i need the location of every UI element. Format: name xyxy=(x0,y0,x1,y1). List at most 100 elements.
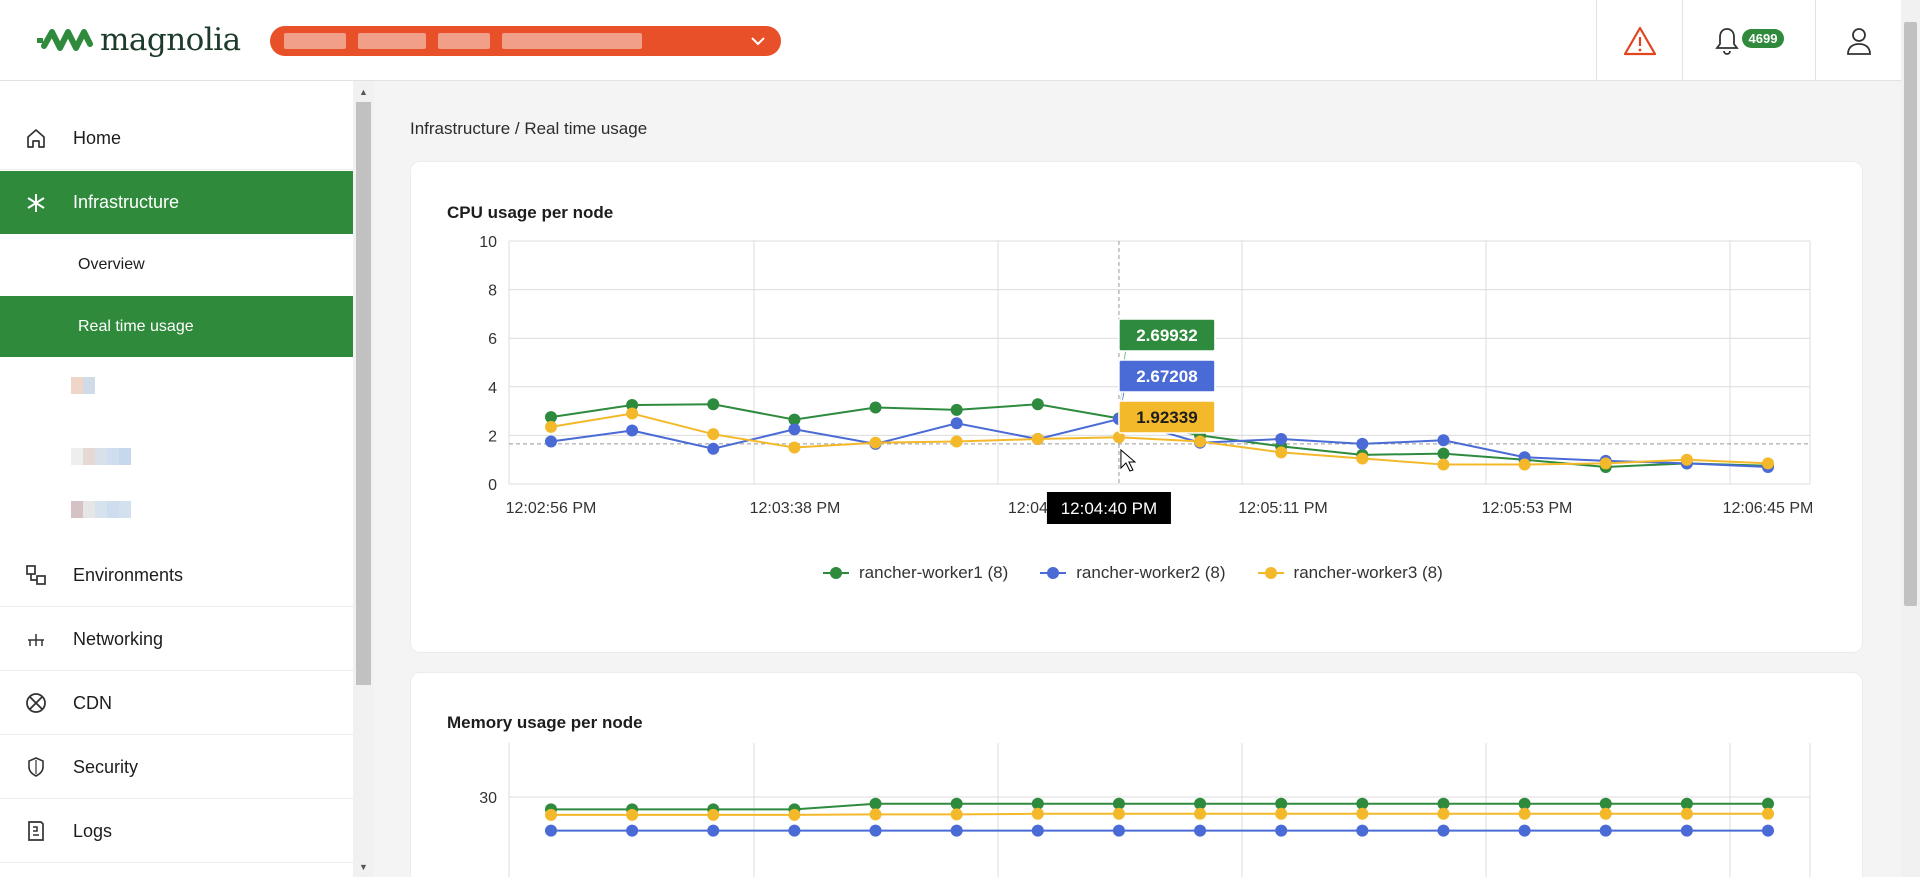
sidebar-subitem-real-time-usage[interactable]: Real time usage xyxy=(0,296,353,357)
data-point xyxy=(1437,458,1450,471)
tooltip-text: 2.69932 xyxy=(1136,326,1197,345)
data-point xyxy=(1762,824,1774,837)
data-point xyxy=(545,808,557,821)
legend-item-worker3[interactable]: rancher-worker3 (8) xyxy=(1256,563,1443,583)
cpu-usage-card: CPU usage per node 0 2 4 6 8 10 12:02:56 PM 12:… xyxy=(410,161,1863,653)
y-tick-label: 8 xyxy=(488,283,497,300)
page-scrollbar-thumb[interactable] xyxy=(1904,22,1917,606)
data-point xyxy=(1599,457,1612,470)
data-point xyxy=(1275,807,1288,820)
sidebar-subitem-redacted[interactable] xyxy=(71,448,131,465)
data-point xyxy=(1518,797,1531,810)
home-icon xyxy=(27,129,45,148)
sidebar-item-label: Logs xyxy=(73,820,113,841)
data-point xyxy=(1680,807,1693,820)
tooltip-value-2: 2.67208 xyxy=(1118,359,1216,420)
sidebar-item-infrastructure[interactable]: Infrastructure xyxy=(0,171,353,234)
data-point xyxy=(788,423,801,436)
data-point xyxy=(869,824,882,837)
tooltip-box xyxy=(1118,359,1216,393)
data-point xyxy=(788,413,801,426)
legend-label: rancher-worker1 (8) xyxy=(859,563,1009,582)
legend-item-worker2[interactable]: rancher-worker2 (8) xyxy=(1038,563,1226,583)
data-point xyxy=(1112,824,1125,837)
magnolia-logo-icon xyxy=(37,29,93,51)
sidebar-subitem-redacted[interactable] xyxy=(71,377,95,394)
sidebar-item-environments[interactable]: Environments xyxy=(0,544,353,607)
asterisk-icon xyxy=(27,193,45,212)
x-tick-label: 12:03:38 PM xyxy=(750,500,841,517)
logs-icon xyxy=(28,821,44,841)
sidebar-scrollbar-thumb[interactable] xyxy=(356,102,371,685)
data-point xyxy=(1194,824,1207,837)
data-point xyxy=(1031,824,1044,837)
data-point xyxy=(950,797,963,810)
data-point xyxy=(788,441,801,454)
legend-item-worker1[interactable]: rancher-worker1 (8) xyxy=(821,563,1008,583)
cpu-card-title: CPU usage per node xyxy=(447,203,614,222)
legend-label: rancher-worker2 (8) xyxy=(1076,563,1226,582)
tooltip-time-text: 12:04:40 PM xyxy=(1061,499,1157,518)
chevron-down-icon xyxy=(751,37,765,46)
data-point xyxy=(1112,797,1125,810)
environment-name-redacted xyxy=(284,33,642,49)
data-point xyxy=(1275,446,1288,459)
user-menu-button[interactable] xyxy=(1815,0,1901,81)
data-point xyxy=(1762,807,1774,820)
sidebar-item-logs[interactable]: Logs xyxy=(0,800,353,863)
y-tick-label: 30 xyxy=(479,790,497,807)
magnolia-logo[interactable]: magnolia xyxy=(34,22,241,58)
data-point xyxy=(1680,453,1693,466)
data-point xyxy=(545,435,557,448)
data-point xyxy=(869,436,882,449)
data-point xyxy=(545,420,557,433)
notifications-button[interactable]: 4699 xyxy=(1682,0,1815,81)
sidebar-subitem-overview[interactable]: Overview xyxy=(0,234,353,295)
sidebar-item-cdn[interactable]: CDN xyxy=(0,672,353,735)
warning-icon xyxy=(1623,26,1656,55)
scroll-down-arrow-icon[interactable]: ▼ xyxy=(359,862,368,872)
tooltip-text: 1.92339 xyxy=(1136,408,1197,427)
notification-count-badge: 4699 xyxy=(1741,29,1785,48)
data-point xyxy=(1031,797,1044,810)
data-point xyxy=(1437,434,1450,447)
data-point xyxy=(1031,807,1044,820)
network-icon xyxy=(28,634,44,646)
y-tick-label: 6 xyxy=(488,331,497,348)
data-point xyxy=(1356,807,1369,820)
legend-label: rancher-worker3 (8) xyxy=(1293,563,1443,582)
y-tick-label: 4 xyxy=(488,380,497,397)
bell-icon xyxy=(1714,27,1739,55)
data-point xyxy=(707,442,720,455)
data-point xyxy=(1194,435,1207,448)
sidebar-item-networking[interactable]: Networking xyxy=(0,608,353,671)
data-point xyxy=(707,398,720,411)
data-point xyxy=(1762,797,1774,810)
tooltip-box xyxy=(1118,400,1216,434)
data-point xyxy=(1599,797,1612,810)
memory-usage-chart[interactable]: 30 xyxy=(411,743,1864,877)
data-point xyxy=(707,428,720,441)
sidebar-subitem-redacted[interactable] xyxy=(71,501,131,518)
data-point xyxy=(1356,824,1369,837)
data-point xyxy=(788,808,801,821)
sidebar-item-security[interactable]: Security xyxy=(0,736,353,799)
alerts-button[interactable] xyxy=(1596,0,1682,81)
data-point xyxy=(707,824,720,837)
data-point xyxy=(1599,824,1612,837)
data-point xyxy=(869,401,882,414)
memory-card-title: Memory usage per node xyxy=(447,713,643,732)
legend-marker xyxy=(823,567,849,579)
data-point xyxy=(869,797,882,810)
legend-marker xyxy=(1040,567,1067,579)
scroll-up-arrow-icon[interactable]: ▲ xyxy=(359,87,368,97)
sidebar-item-home[interactable]: Home xyxy=(0,107,353,170)
data-point xyxy=(626,808,639,821)
breadcrumb: Infrastructure / Real time usage xyxy=(410,119,648,138)
data-point xyxy=(1194,797,1207,810)
environment-select[interactable] xyxy=(270,26,781,56)
cpu-chart-legend: rancher-worker1 (8) rancher-worker2 (8) … xyxy=(821,563,1443,583)
data-point xyxy=(1031,398,1044,411)
data-point xyxy=(1680,797,1693,810)
